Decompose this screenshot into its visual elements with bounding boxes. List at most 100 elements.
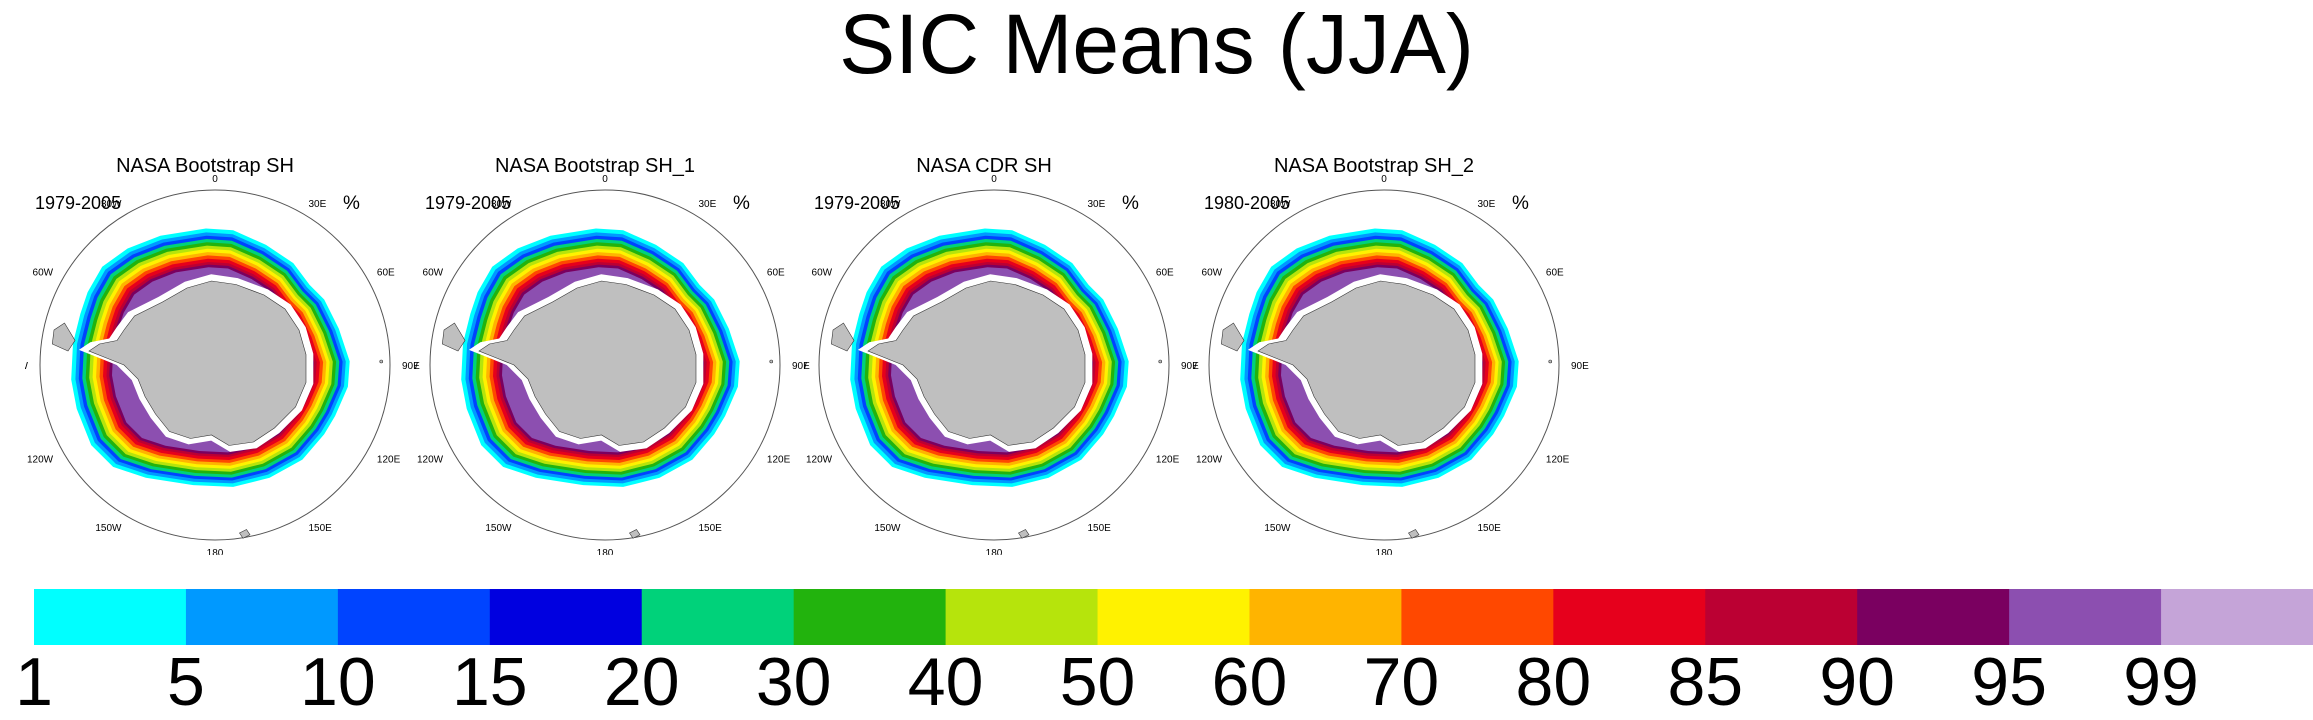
longitude-label: 120W <box>1196 455 1223 466</box>
longitude-label: 90W <box>1194 361 1198 372</box>
longitude-label: 120W <box>27 455 54 466</box>
longitude-label: 120E <box>377 455 401 466</box>
panel-unit: % <box>343 193 360 214</box>
colorbar-segment <box>489 589 643 645</box>
longitude-label: 60W <box>812 268 833 279</box>
antarctica-landmass <box>478 280 697 446</box>
longitude-label: 150E <box>1478 523 1502 534</box>
longitude-label: 120E <box>767 455 791 466</box>
colorbar-segment <box>337 589 491 645</box>
longitude-label: 0 <box>602 174 608 185</box>
south-america-land <box>1220 322 1245 352</box>
longitude-label: 60W <box>33 268 54 279</box>
longitude-label: 60E <box>377 268 395 279</box>
map-panel: NASA CDR SH 1979-2005 % 0 30E 60E 90E 120E 15… <box>804 155 1204 555</box>
polar-map: 0 30E 60E 90E 120E 150E 180 150W 120W 90W 60W 30W <box>25 174 420 555</box>
colorbar-tick-label: 95 <box>1971 644 2047 720</box>
colorbar-tick-label: 10 <box>300 644 376 720</box>
island-land <box>629 529 641 539</box>
colorbar-tick-label: 20 <box>603 644 680 720</box>
longitude-label: 120E <box>1546 455 1570 466</box>
colorbar-tick-label: 60 <box>1211 644 1288 720</box>
panel-unit: % <box>1122 193 1139 214</box>
south-america-land <box>830 322 855 352</box>
longitude-label: 180 <box>986 548 1003 555</box>
colorbar-segment <box>2161 589 2313 645</box>
longitude-label: 30W <box>880 199 901 210</box>
island-land <box>1158 359 1163 364</box>
longitude-label: 180 <box>597 548 614 555</box>
panel-period: 1979-2005 <box>814 193 901 213</box>
colorbar-segment <box>1097 589 1251 645</box>
panel-period: 1979-2005 <box>425 193 512 213</box>
colorbar-tick-label: 70 <box>1363 644 1440 720</box>
longitude-label: 30E <box>309 199 327 210</box>
longitude-label: 60E <box>1546 268 1564 279</box>
longitude-label: 150W <box>1264 523 1291 534</box>
longitude-label: 0 <box>1381 174 1387 185</box>
colorbar-tick-label: 5 <box>167 644 205 720</box>
island-land <box>1018 529 1030 539</box>
longitude-label: 30E <box>1088 199 1106 210</box>
main-title: SIC Means (JJA) <box>839 0 1474 91</box>
longitude-label: 30W <box>1270 199 1291 210</box>
longitude-label: 60E <box>767 268 785 279</box>
panel-unit: % <box>733 193 750 214</box>
longitude-label: 150W <box>95 523 122 534</box>
colorbar-tick-label: 85 <box>1667 644 1744 720</box>
longitude-label: 90W <box>415 361 419 372</box>
colorbar-segment <box>945 589 1099 645</box>
longitude-label: 0 <box>212 174 218 185</box>
colorbar-tick-label: 90 <box>1819 644 1896 720</box>
colorbar-segment <box>34 589 187 645</box>
colorbar-segment <box>1857 589 2010 645</box>
panel-title: NASA Bootstrap SH_2 <box>1273 155 1475 177</box>
longitude-label: 150W <box>874 523 901 534</box>
panel-title: NASA CDR SH <box>916 155 1052 177</box>
colorbar-tick-label: 15 <box>451 644 528 720</box>
longitude-label: 90W <box>25 361 29 372</box>
colorbar <box>34 589 2313 645</box>
colorbar-segment <box>185 589 339 645</box>
map-panel: NASA Bootstrap SH 1979-2005 % 0 30E 60E 90E… <box>25 155 425 555</box>
longitude-label: 90E <box>1571 361 1589 372</box>
panel-title: NASA Bootstrap SH_1 <box>494 155 696 177</box>
longitude-label: 120W <box>806 455 833 466</box>
colorbar-segment <box>641 589 795 645</box>
south-america-land <box>441 322 466 352</box>
longitude-label: 30E <box>699 199 717 210</box>
longitude-label: 0 <box>991 174 997 185</box>
longitude-label: 30E <box>1478 199 1496 210</box>
longitude-label: 30W <box>101 199 122 210</box>
panel-title: NASA Bootstrap SH <box>116 155 294 177</box>
longitude-label: 150E <box>699 523 723 534</box>
island-land <box>239 529 251 539</box>
longitude-label: 90E <box>1181 361 1199 372</box>
polar-map: 0 30E 60E 90E 120E 150E 180 150W 120W 90W 60W 30W <box>415 174 810 555</box>
colorbar-tick-label: 40 <box>907 644 984 720</box>
longitude-label: 120E <box>1156 455 1180 466</box>
longitude-label: 150E <box>1088 523 1112 534</box>
longitude-label: 120W <box>417 455 444 466</box>
colorbar-tick-label: 99 <box>2123 644 2199 720</box>
colorbar-segment <box>793 589 947 645</box>
colorbar-segment <box>1553 589 1706 645</box>
island-land <box>1548 359 1553 364</box>
colorbar-segment <box>2009 589 2162 645</box>
island-land <box>1408 529 1420 539</box>
antarctica-landmass <box>1257 280 1476 446</box>
longitude-label: 90W <box>804 361 808 372</box>
island-land <box>769 359 774 364</box>
colorbar-tick-label: 1 <box>15 644 53 720</box>
polar-map: 0 30E 60E 90E 120E 150E 180 150W 120W 90W 60W 30W <box>1194 174 1589 555</box>
longitude-label: 90E <box>402 361 420 372</box>
colorbar-segment <box>1705 589 1858 645</box>
colorbar-tick-label: 80 <box>1515 644 1592 720</box>
colorbar-segment <box>1401 589 1554 645</box>
island-land <box>379 359 384 364</box>
colorbar-tick-label: 30 <box>755 644 832 720</box>
longitude-label: 30W <box>491 199 512 210</box>
colorbar-tick-label: 50 <box>1059 644 1136 720</box>
panel-unit: % <box>1512 193 1529 214</box>
longitude-label: 60E <box>1156 268 1174 279</box>
